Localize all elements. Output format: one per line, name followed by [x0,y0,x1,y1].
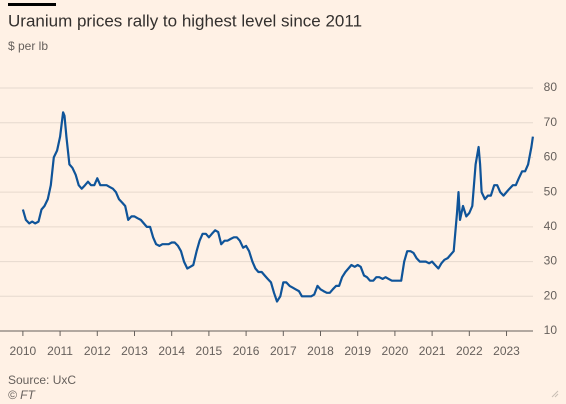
x-tick-label: 2010 [10,344,37,358]
y-tick-label: 50 [544,184,558,198]
x-tick-label: 2020 [382,344,409,358]
y-tick-label: 10 [544,323,558,337]
credit: © FT [8,388,37,402]
x-tick-label: 2016 [233,344,260,358]
chart-title: Uranium prices rally to highest level si… [8,11,362,30]
y-tick-label: 40 [544,219,558,233]
axis-unit: $ per lb [8,39,48,53]
x-tick-label: 2017 [270,344,297,358]
resize-icon [551,390,559,398]
y-tick-label: 80 [544,80,558,94]
y-tick-label: 30 [544,254,558,268]
y-tick-label: 20 [544,288,558,302]
x-tick-label: 2019 [344,344,371,358]
x-tick-label: 2022 [456,344,483,358]
x-tick-label: 2015 [196,344,223,358]
source: Source: UxC [8,373,76,387]
y-tick-label: 70 [544,115,558,129]
x-tick-label: 2023 [493,344,520,358]
x-tick-label: 2011 [47,344,73,358]
x-tick-label: 2018 [307,344,334,358]
x-tick-label: 2021 [419,344,446,358]
x-tick-label: 2014 [158,344,185,358]
title-bar [8,3,56,6]
x-tick-label: 2012 [84,344,111,358]
price-line [21,111,534,303]
x-tick-label: 2013 [121,344,148,358]
y-tick-label: 60 [544,150,558,164]
